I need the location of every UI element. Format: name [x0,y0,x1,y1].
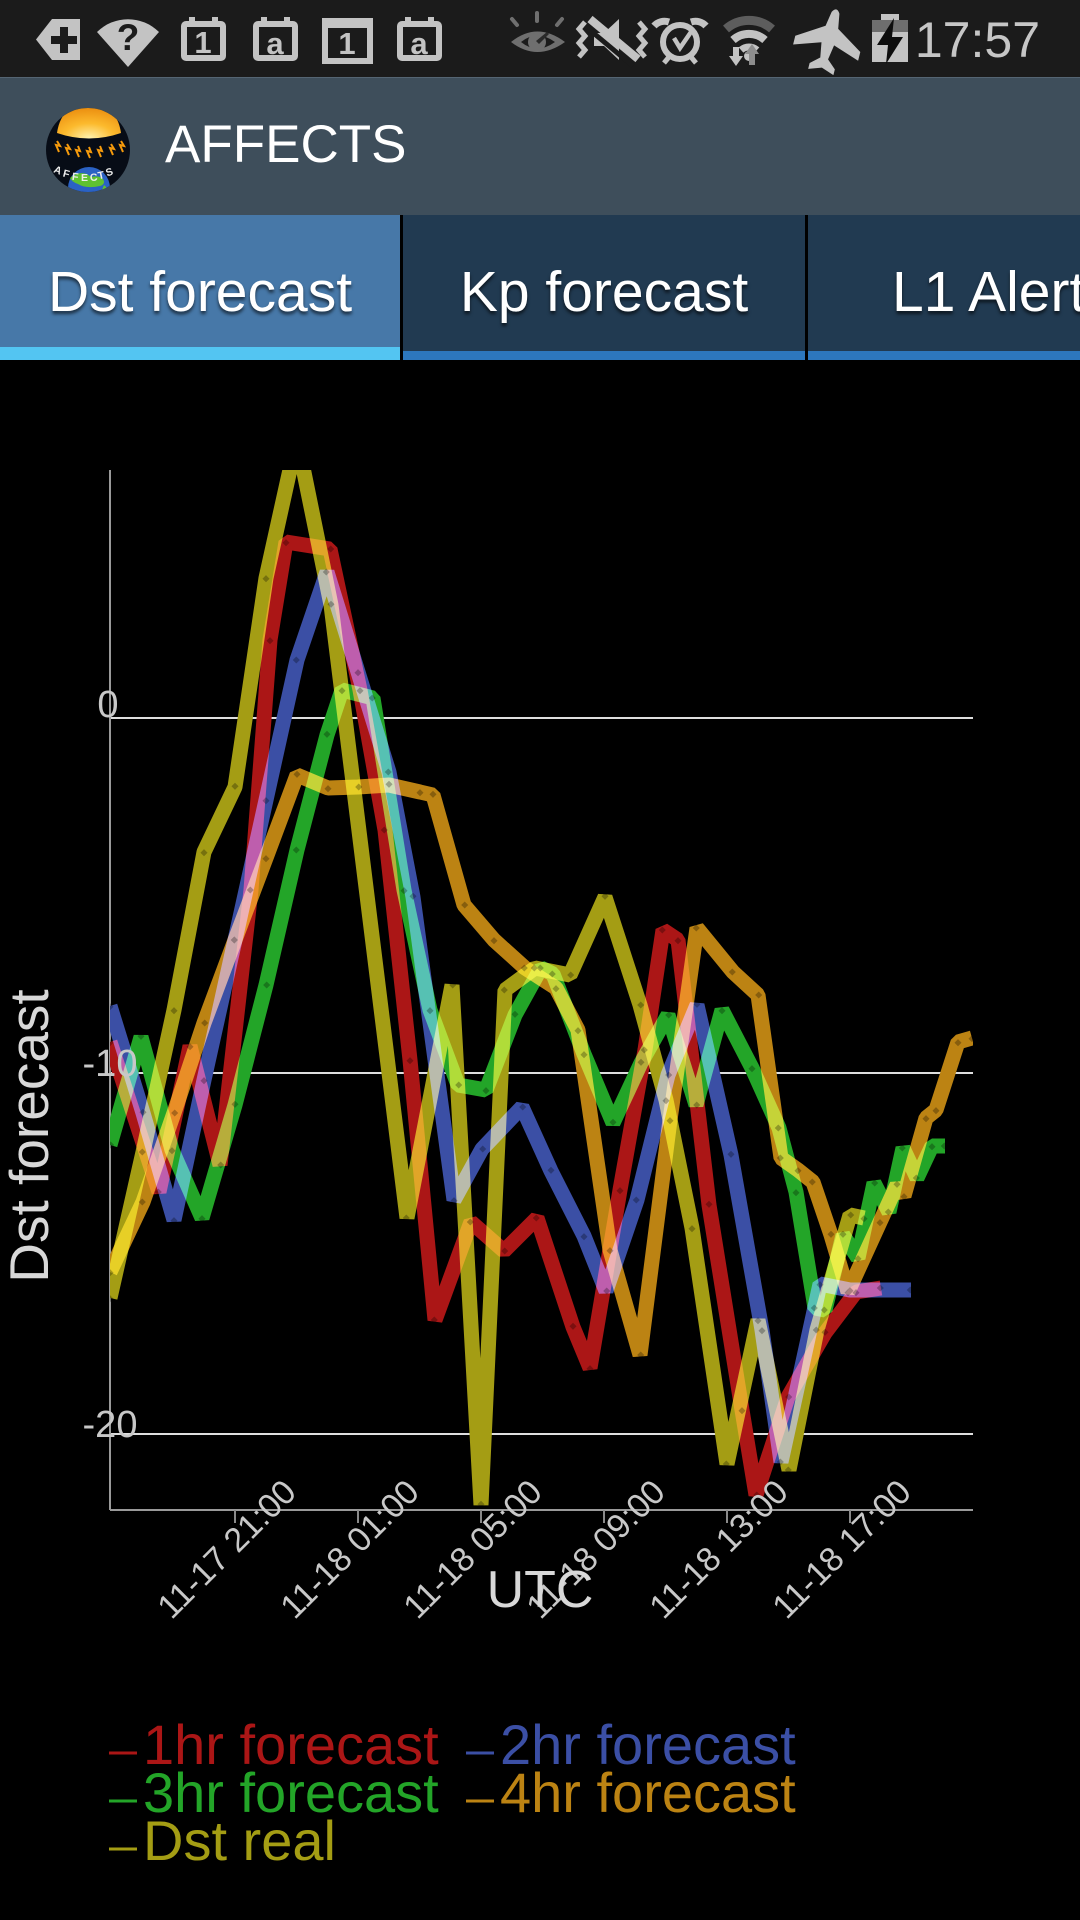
svg-text:a: a [266,26,284,61]
svg-text:1: 1 [338,26,355,61]
svg-text:-10: -10 [83,1043,138,1085]
svg-text:a: a [410,26,428,61]
svg-text:1: 1 [194,25,211,60]
svg-text:1hr forecast: 1hr forecast [143,1713,439,1776]
svg-text:C: C [89,171,98,184]
svg-text:-20: -20 [83,1404,138,1446]
svg-text:F: F [62,168,72,181]
svg-text:S: S [104,166,115,180]
svg-text:Dst forecast: Dst forecast [0,989,60,1282]
svg-text:?: ? [117,17,140,58]
svg-text:Dst real: Dst real [143,1809,336,1872]
svg-text:0: 0 [97,684,118,726]
svg-text:F: F [71,171,79,184]
svg-text:T: T [97,169,106,182]
svg-text:3hr forecast: 3hr forecast [143,1761,439,1824]
svg-text:4hr forecast: 4hr forecast [500,1761,796,1824]
svg-text:A: A [52,164,64,178]
svg-text:E: E [81,172,88,184]
svg-text:2hr forecast: 2hr forecast [500,1713,796,1776]
svg-text:UTC: UTC [487,1561,594,1619]
